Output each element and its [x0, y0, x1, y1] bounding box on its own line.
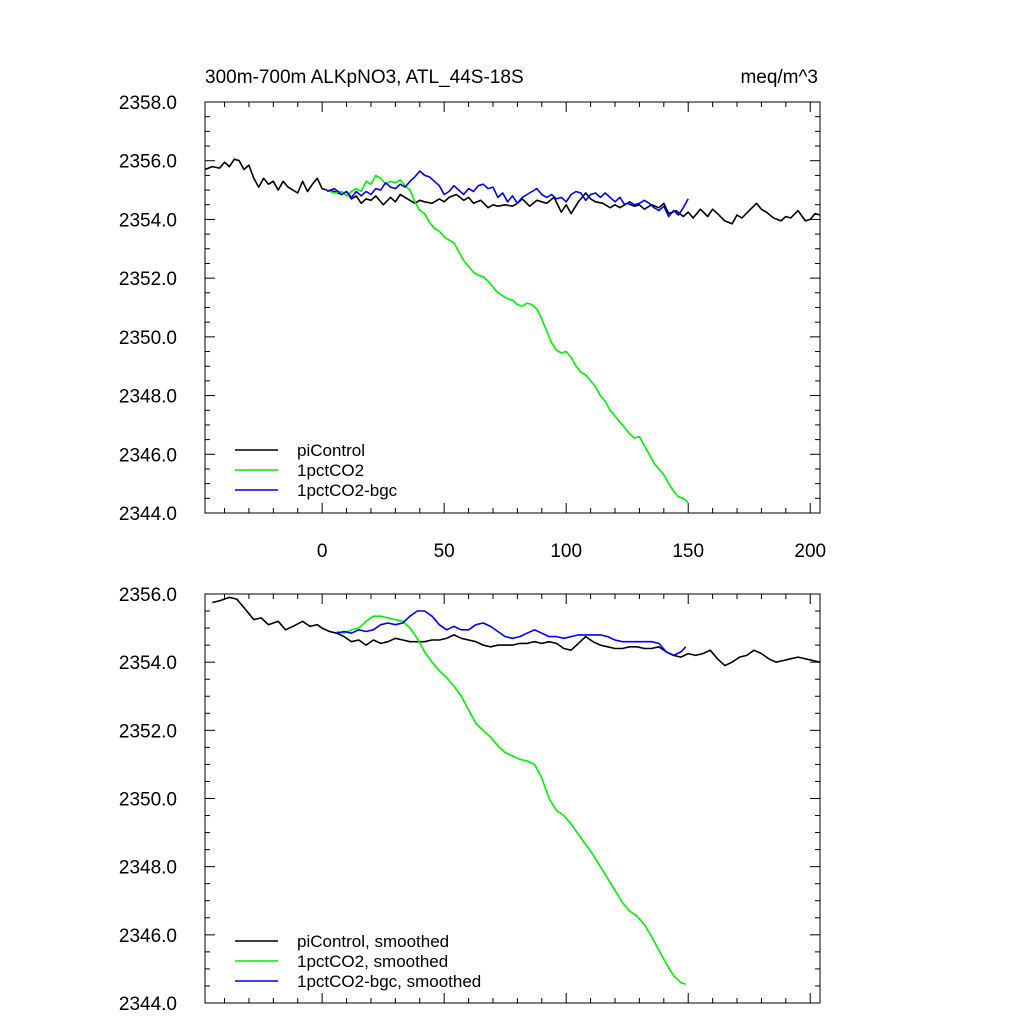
- x-tick-label: 200: [794, 541, 826, 562]
- y-tick-label: 2350.0: [119, 328, 177, 349]
- y-tick-label: 2352.0: [119, 269, 177, 290]
- y-tick-label: 2354.0: [119, 210, 177, 231]
- y-tick-label: 2348.0: [119, 387, 177, 408]
- series-line-1pctco2-bgc-smoothed: [336, 610, 687, 657]
- legend-label-1pctco2-bgc: 1pctCO2-bgc: [297, 481, 398, 500]
- y-tick-label: 2344.0: [119, 504, 177, 525]
- y-tick-label: 2352.0: [119, 721, 177, 742]
- units-label: meq/m^3: [740, 67, 818, 88]
- y-tick-label: 2356.0: [119, 585, 177, 606]
- x-tick-label: 150: [672, 541, 704, 562]
- bottom-panel: 2344.0 2346.0 2348.0 2350.0 2352.0 2354.0 2356…: [119, 585, 821, 1015]
- y-tick-label: 2344.0: [119, 994, 177, 1015]
- y-tick-label: 2346.0: [119, 926, 177, 947]
- x-tick-label: 100: [550, 541, 582, 562]
- x-tick-label: 50: [434, 541, 455, 562]
- y-tick-label: 2350.0: [119, 790, 177, 811]
- legend-label-1pctco2-smoothed: 1pctCO2, smoothed: [297, 952, 448, 971]
- y-tick-label: 2356.0: [119, 152, 177, 173]
- series-line-picontrol-smoothed: [212, 596, 821, 667]
- legend-label-picontrol-smoothed: piControl, smoothed: [297, 932, 449, 951]
- legend-label-1pctco2-bgc-smoothed: 1pctCO2-bgc, smoothed: [297, 972, 481, 991]
- series-line-1pctco2-bgc: [326, 170, 689, 218]
- y-tick-label: 2348.0: [119, 858, 177, 879]
- legend-label-1pctco2: 1pctCO2: [297, 461, 364, 480]
- series-line-1pctco2: [326, 174, 689, 504]
- chart-title: 300m-700m ALKpNO3, ATL_44S-18S: [205, 67, 524, 88]
- series-line-1pctco2-smoothed: [336, 615, 687, 986]
- series-line-picontrol: [204, 158, 821, 225]
- y-tick-label: 2358.0: [119, 93, 177, 114]
- y-tick-label: 2354.0: [119, 653, 177, 674]
- y-tick-label: 2346.0: [119, 445, 177, 466]
- top-panel: 2344.0 2346.0 2348.0 2350.0 2352.0 2354.0 2356…: [119, 67, 826, 562]
- x-tick-label: 0: [317, 541, 328, 562]
- legend-label-picontrol: piControl: [297, 441, 365, 460]
